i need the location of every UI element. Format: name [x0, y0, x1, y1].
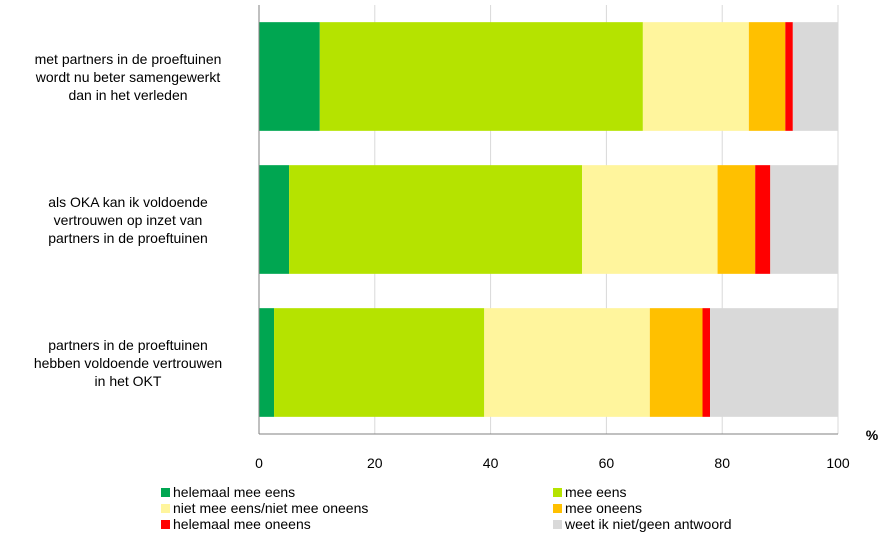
x-tick-label: 60	[599, 455, 615, 471]
bar-segment	[642, 22, 749, 131]
bar-segment	[319, 22, 643, 131]
legend-label: niet mee eens/niet mee oneens	[173, 500, 369, 516]
legend-item: helemaal mee oneens	[161, 517, 311, 532]
legend-item: mee eens	[553, 485, 626, 500]
legend-item: niet mee eens/niet mee oneens	[161, 501, 368, 516]
x-tick-label: 100	[826, 455, 850, 471]
bar-segment	[649, 308, 703, 417]
bar-segment	[717, 165, 756, 274]
bar-segment	[770, 165, 838, 274]
bar-segment	[582, 165, 718, 274]
category-label-line: wordt nu beter samengewerkt	[35, 68, 221, 85]
legend-item: mee oneens	[553, 501, 642, 516]
bar-segment	[748, 22, 786, 131]
legend-item: weet ik niet/geen antwoord	[553, 517, 732, 532]
x-tick-label: 20	[367, 455, 383, 471]
category-label-line: als OKA kan ik voldoende	[48, 193, 208, 210]
bar-segment	[274, 308, 485, 417]
x-tick-label: 40	[483, 455, 499, 471]
category-label-line: dan in het verleden	[68, 86, 188, 103]
bars	[259, 22, 838, 417]
x-tick-label: 0	[255, 455, 263, 471]
legend-swatch	[161, 504, 170, 513]
legend-item: helemaal mee eens	[161, 485, 295, 500]
legend-label: helemaal mee oneens	[173, 516, 311, 532]
category-label-line: met partners in de proeftuinen	[34, 50, 222, 67]
legend-label: mee oneens	[565, 500, 643, 516]
legend-swatch	[553, 520, 562, 529]
bar-segment	[259, 308, 275, 417]
legend-label: weet ik niet/geen antwoord	[565, 516, 732, 532]
category-label-line: partners in de proeftuinen	[48, 229, 208, 246]
bar-segment	[259, 22, 320, 131]
x-tick-labels: 0 20 40 60 80 100	[255, 455, 850, 471]
category-label-line: in het OKT	[94, 372, 162, 389]
legend-label: mee eens	[565, 484, 627, 500]
category-label: als OKA kan ik voldoende vertrouwen op in…	[8, 193, 248, 247]
category-label: met partners in de proeftuinen wordt nu b…	[8, 50, 248, 104]
legend-label: helemaal mee eens	[173, 484, 296, 500]
bar-segment	[792, 22, 838, 131]
bar-segment	[702, 308, 711, 417]
bar-segment	[785, 22, 793, 131]
bar-segment	[484, 308, 650, 417]
bar-segment	[259, 165, 290, 274]
category-label: partners in de proeftuinen hebben voldoen…	[8, 336, 248, 390]
x-tick-label: 80	[714, 455, 730, 471]
category-label-line: partners in de proeftuinen	[48, 336, 208, 353]
legend-swatch	[161, 488, 170, 497]
bar-segment	[755, 165, 771, 274]
x-axis-label: %	[866, 427, 879, 443]
legend-swatch	[553, 504, 562, 513]
bar-segment	[289, 165, 583, 274]
bar-segment	[710, 308, 838, 417]
category-label-line: vertrouwen op inzet van	[53, 211, 203, 228]
category-label-line: hebben voldoende vertrouwen	[33, 354, 223, 371]
legend-swatch	[161, 520, 170, 529]
legend-swatch	[553, 488, 562, 497]
